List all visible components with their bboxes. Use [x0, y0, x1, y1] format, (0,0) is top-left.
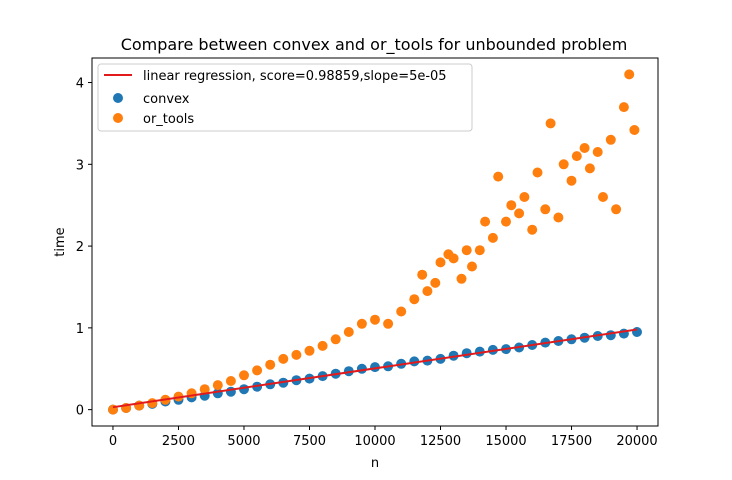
or-tools-point — [493, 171, 504, 182]
or-tools-point — [225, 376, 236, 386]
y-tick-label: 2 — [76, 240, 84, 255]
legend-convex-label: convex — [143, 92, 190, 107]
or-tools-point — [487, 232, 498, 243]
x-tick-label: 15000 — [485, 434, 526, 449]
regression-line — [112, 328, 638, 409]
x-tick-label: 0 — [109, 434, 117, 449]
or-tools-point — [291, 349, 302, 360]
or-tools-point — [566, 175, 577, 186]
y-tick-label: 1 — [76, 322, 84, 337]
or-tools-point — [265, 359, 276, 370]
or-tools-point — [304, 345, 315, 356]
or-tools-point — [519, 192, 530, 202]
or-tools-point — [212, 380, 223, 391]
or-tools-point — [611, 204, 622, 215]
or-tools-point — [396, 306, 407, 317]
or-tools-point — [278, 353, 289, 364]
or-tools-point — [422, 286, 433, 297]
x-tick-label: 17500 — [551, 434, 592, 449]
legend-convex-swatch — [113, 93, 123, 103]
or-tools-point — [467, 261, 477, 272]
legend: linear regression, score=0.98859,slope=5… — [97, 63, 473, 132]
legend-or-tools-swatch — [113, 113, 123, 123]
convex-point — [605, 330, 616, 341]
or-tools-point — [506, 200, 517, 211]
convex-point — [632, 327, 642, 337]
y-axis: 0 1 2 3 4 — [76, 77, 92, 419]
or-tools-point — [417, 269, 428, 280]
or-tools-point — [532, 167, 543, 178]
or-tools-point — [618, 102, 629, 113]
or-tools-point — [409, 294, 420, 305]
or-tools-point — [605, 134, 616, 145]
or-tools-point — [540, 204, 551, 215]
or-tools-point — [330, 334, 341, 345]
or-tools-point — [147, 398, 158, 409]
or-tools-point — [514, 208, 525, 219]
x-tick-label: 10000 — [354, 434, 395, 449]
legend-box — [97, 63, 473, 132]
chart-title: Compare between convex and or_tools for … — [121, 35, 628, 55]
or-tools-point — [343, 327, 354, 337]
or-tools-point — [579, 143, 590, 153]
x-tick-label: 7500 — [293, 434, 326, 449]
or-tools-point — [356, 318, 367, 329]
or-tools-point — [629, 125, 640, 135]
or-tools-point — [527, 224, 538, 235]
or-tools-point — [461, 245, 472, 256]
or-tools-point — [456, 273, 467, 284]
y-tick-label: 3 — [76, 158, 84, 173]
or-tools-point — [480, 216, 491, 227]
x-tick-label: 5000 — [227, 434, 260, 449]
y-axis-label: time — [53, 227, 68, 256]
or-tools-point — [553, 212, 564, 223]
legend-or-tools-label: or_tools — [143, 112, 194, 127]
x-tick-label: 20000 — [616, 434, 657, 449]
or-tools-point — [584, 163, 595, 174]
legend-regression-label: linear regression, score=0.98859,slope=5… — [143, 69, 447, 84]
x-tick-label: 2500 — [162, 434, 195, 449]
or-tools-point — [448, 253, 459, 264]
or-tools-point — [474, 245, 485, 256]
convex-point — [343, 366, 354, 377]
or-tools-point — [370, 314, 380, 325]
or-tools-point — [252, 365, 263, 376]
or-tools-point — [199, 384, 210, 395]
or-tools-point — [239, 370, 249, 381]
or-tools-point — [317, 340, 328, 351]
y-tick-label: 0 — [76, 404, 84, 419]
or-tools-point — [435, 257, 446, 268]
plot-points — [108, 69, 642, 415]
or-tools-point — [430, 277, 441, 288]
or-tools-point — [571, 151, 582, 162]
x-axis: 0 2500 5000 7500 10000 12500 15000 17500 20000 — [109, 426, 658, 449]
convex-point — [461, 348, 472, 359]
x-axis-label: n — [371, 456, 379, 471]
or-tools-point — [558, 159, 569, 170]
or-tools-point — [501, 216, 511, 227]
or-tools-point — [545, 118, 556, 129]
or-tools-point — [592, 147, 603, 157]
y-tick-label: 4 — [76, 77, 84, 92]
or-tools-point — [598, 192, 608, 202]
x-tick-label: 12500 — [420, 434, 461, 449]
or-tools-point — [624, 69, 635, 80]
or-tools-point — [383, 318, 394, 329]
plot-lines — [112, 328, 638, 409]
